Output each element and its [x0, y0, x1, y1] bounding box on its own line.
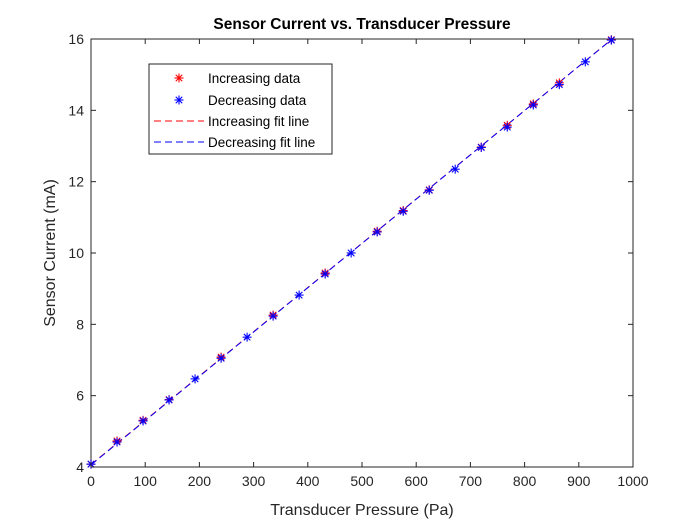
x-tick-label: 200	[188, 473, 212, 489]
data-point	[164, 395, 174, 405]
x-tick-label: 800	[513, 473, 537, 489]
data-point	[346, 248, 356, 258]
x-tick-label: 100	[134, 473, 158, 489]
y-tick-label: 4	[76, 459, 84, 475]
x-tick-label: 900	[567, 473, 591, 489]
data-point	[606, 35, 616, 45]
x-tick-label: 1000	[617, 473, 648, 489]
legend-label: Increasing data	[208, 71, 301, 86]
data-point	[268, 311, 278, 321]
data-point	[216, 353, 226, 363]
y-tick-label: 8	[76, 316, 84, 332]
data-point	[138, 416, 148, 426]
axis-layer: 0 100 200 300 400 500 600 700 800 900 1000 4 6 8 10 12 1…	[68, 31, 648, 489]
data-point	[320, 269, 330, 279]
data-point	[398, 206, 408, 216]
y-tick-label: 16	[68, 31, 84, 47]
legend-marker	[174, 95, 184, 105]
data-point	[112, 437, 122, 447]
y-tick-label: 6	[76, 388, 84, 404]
data-point	[580, 57, 590, 67]
chart-title: Sensor Current vs. Transducer Pressure	[213, 16, 511, 33]
x-axis-label: Transducer Pressure (Pa)	[270, 502, 453, 519]
data-point	[372, 227, 382, 237]
x-tick-label: 600	[405, 473, 429, 489]
data-point	[190, 374, 200, 384]
series-layer	[86, 35, 616, 469]
legend-label: Decreasing data	[208, 93, 307, 108]
data-point	[450, 164, 460, 174]
x-tick-label: 300	[242, 473, 266, 489]
series-decreasing-data	[86, 35, 616, 469]
legend-marker	[174, 73, 184, 83]
data-point	[554, 80, 564, 90]
data-point	[476, 142, 486, 152]
y-tick-label: 12	[68, 174, 84, 190]
x-tick-label: 700	[459, 473, 483, 489]
legend: Increasing data Decreasing data Increasing…	[148, 63, 333, 155]
y-tick-label: 10	[68, 245, 84, 261]
data-point	[294, 290, 304, 300]
x-tick-label: 500	[350, 473, 374, 489]
data-point	[242, 332, 252, 342]
x-tick-label: 400	[296, 473, 320, 489]
x-tick-label: 0	[87, 473, 95, 489]
legend-label: Decreasing fit line	[208, 135, 315, 150]
data-point	[528, 100, 538, 110]
y-tick-label: 14	[68, 102, 84, 118]
data-point	[502, 122, 512, 132]
y-axis-label: Sensor Current (mA)	[42, 179, 59, 327]
legend-label: Increasing fit line	[208, 114, 309, 129]
data-point	[424, 185, 434, 195]
